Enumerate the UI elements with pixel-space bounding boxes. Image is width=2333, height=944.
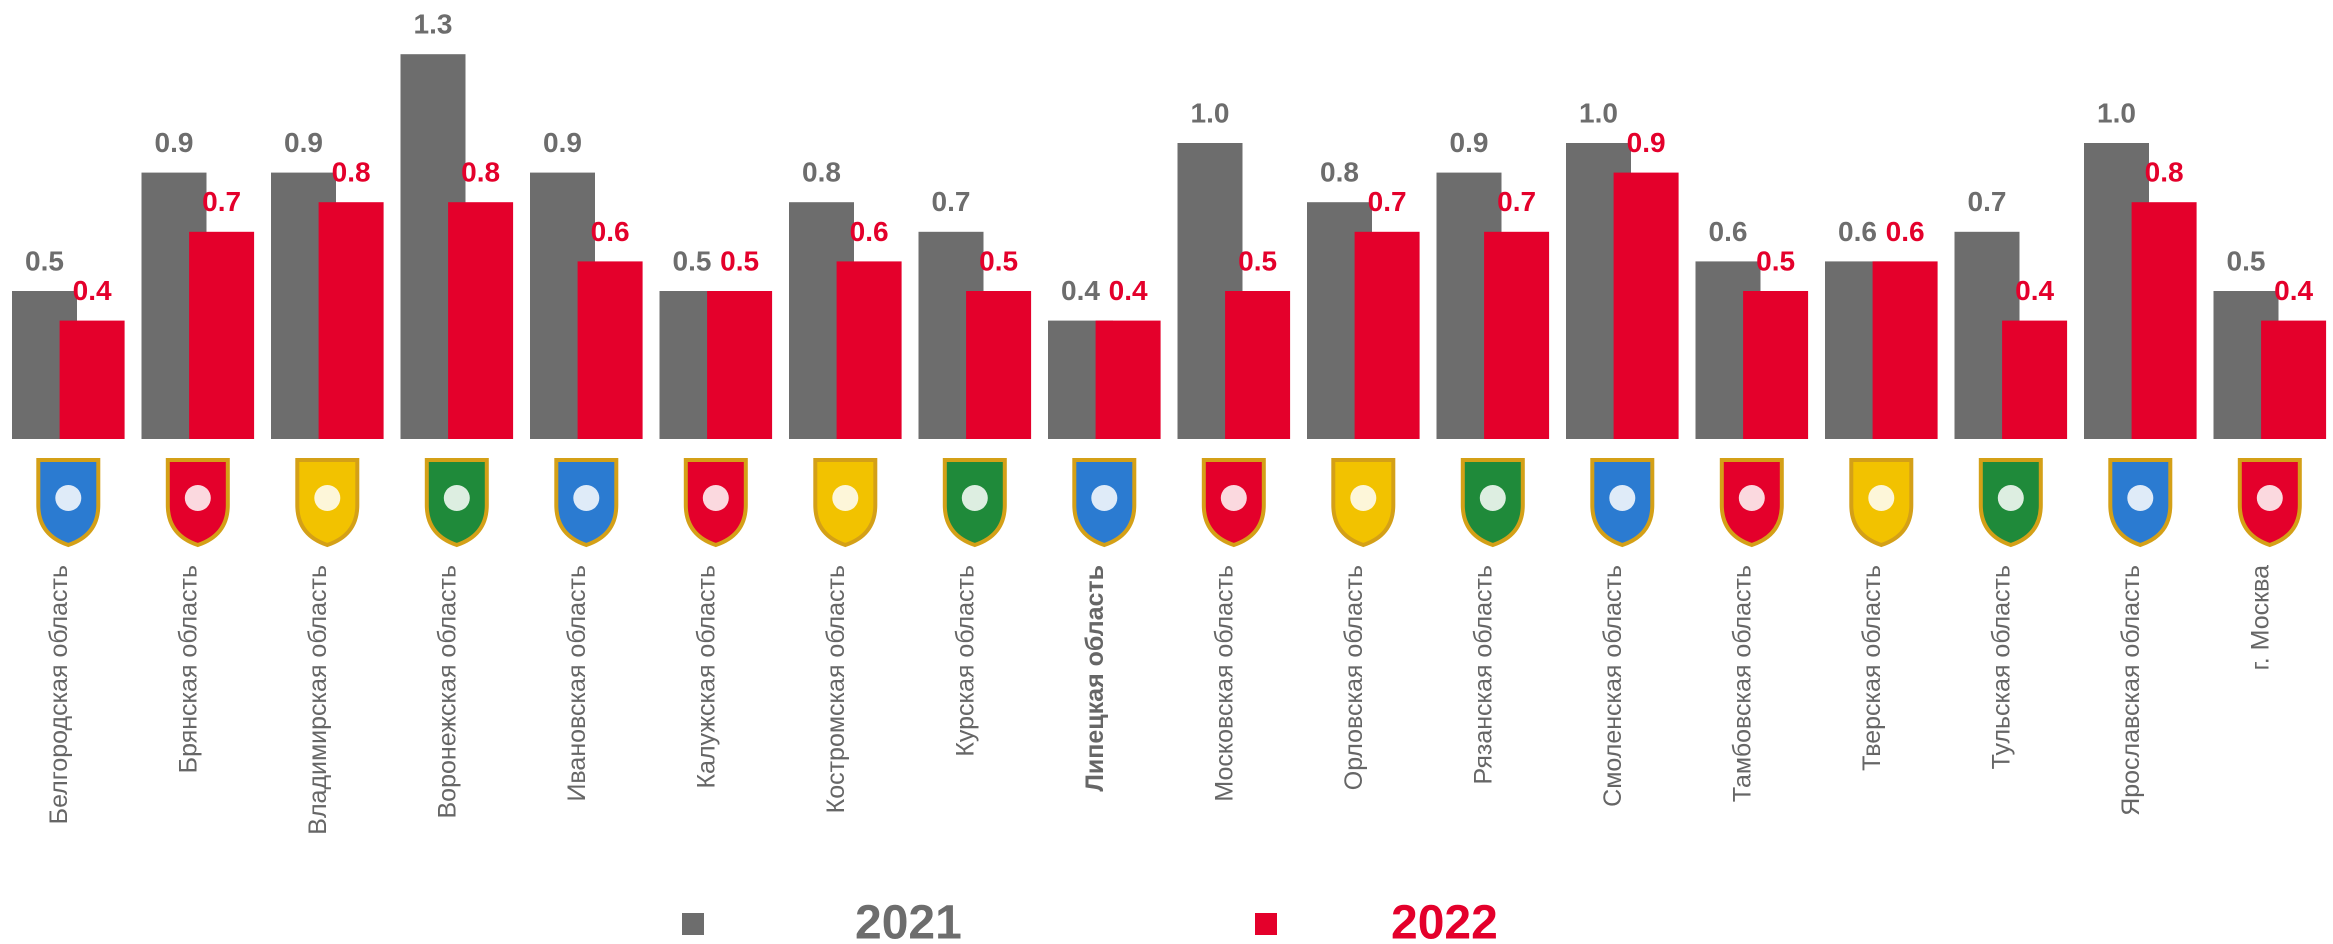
coat-of-arms-emblem (961, 485, 988, 511)
value-label: 0.4 (2274, 275, 2313, 306)
coat-of-arms-emblem (573, 485, 600, 511)
value-label: 0.8 (1320, 157, 1359, 188)
bar (1095, 320, 1161, 439)
value-label: 0.8 (2145, 157, 2184, 188)
category-label: Ивановская область (563, 565, 591, 802)
category-label: Ярославская область (2117, 565, 2145, 816)
category-label: Белгородская область (45, 565, 73, 824)
value-label: 0.5 (720, 245, 759, 276)
value-label: 1.0 (1191, 97, 1230, 128)
category-label: Тамбовская область (1728, 565, 1756, 802)
bar (1354, 231, 1420, 439)
bar (448, 202, 514, 439)
coat-of-arms-emblem (2256, 485, 2283, 511)
legend-label: 2022 (1391, 897, 1498, 944)
coat-of-arms-emblem (832, 485, 859, 511)
value-label: 0.4 (1061, 275, 1100, 306)
category-label: Липецкая область (1081, 565, 1109, 792)
bar (1613, 172, 1679, 439)
category-label: Брянская область (174, 565, 202, 773)
bar (2002, 320, 2068, 439)
coat-of-arms-emblem (184, 485, 211, 511)
value-label: 1.0 (2097, 97, 2136, 128)
coat-of-arms-emblem (314, 485, 341, 511)
value-label: 0.4 (73, 275, 112, 306)
value-label: 0.9 (1450, 127, 1489, 158)
value-label: 0.7 (932, 186, 971, 217)
category-label: Воронежская область (433, 565, 461, 818)
category-label: Костромская область (822, 565, 850, 813)
value-label: 0.6 (1886, 216, 1925, 247)
value-label: 0.4 (1109, 275, 1148, 306)
coat-of-arms-emblem (1868, 485, 1895, 511)
bar (707, 291, 773, 439)
category-label: Владимирская область (304, 565, 332, 835)
value-label: 0.7 (202, 186, 241, 217)
coat-of-arms-emblem (55, 485, 82, 511)
value-label: 0.9 (284, 127, 323, 158)
category-label: Тверская область (1858, 565, 1886, 771)
value-label: 0.9 (155, 127, 194, 158)
bar (1743, 291, 1809, 439)
value-label: 0.7 (1368, 186, 1407, 217)
value-label: 0.6 (850, 216, 889, 247)
value-label: 0.9 (1627, 127, 1666, 158)
coat-of-arms-emblem (1997, 485, 2024, 511)
value-label: 0.8 (461, 157, 500, 188)
value-label: 0.5 (673, 245, 712, 276)
value-label: 0.5 (979, 245, 1018, 276)
coat-of-arms-emblem (1609, 485, 1636, 511)
bar (1484, 231, 1550, 439)
bar (1872, 261, 1938, 439)
coat-of-arms-emblem (1220, 485, 1247, 511)
bar (966, 291, 1032, 439)
value-label: 0.6 (591, 216, 630, 247)
value-label: 0.7 (1968, 186, 2007, 217)
bar (577, 261, 643, 439)
bar (2261, 320, 2327, 439)
coat-of-arms-emblem (1091, 485, 1118, 511)
category-label: Смоленская область (1599, 565, 1627, 807)
coat-of-arms-emblem (702, 485, 729, 511)
value-label: 0.5 (1756, 245, 1795, 276)
bar (318, 202, 384, 439)
category-label: Курская область (951, 565, 979, 757)
category-label: Тульская область (1987, 565, 2015, 769)
category-label: Орловская область (1340, 565, 1368, 790)
value-label: 0.5 (25, 245, 64, 276)
coat-of-arms-emblem (1738, 485, 1765, 511)
value-label: 0.9 (543, 127, 582, 158)
bar (189, 231, 255, 439)
legend-swatch (1255, 913, 1277, 935)
bar (1225, 291, 1291, 439)
coat-of-arms-emblem (1350, 485, 1377, 511)
legend-label: 2021 (855, 897, 962, 944)
coat-of-arms-emblem (443, 485, 470, 511)
value-label: 0.5 (1238, 245, 1277, 276)
bar (836, 261, 902, 439)
value-label: 0.6 (1709, 216, 1748, 247)
value-label: 1.3 (414, 9, 453, 40)
coat-of-arms-emblem (1479, 485, 1506, 511)
category-label: г. Москва (2246, 565, 2274, 670)
category-label: Калужская область (692, 565, 720, 789)
value-label: 0.6 (1838, 216, 1877, 247)
value-label: 0.4 (2015, 275, 2054, 306)
value-label: 0.7 (1497, 186, 1536, 217)
coat-of-arms-emblem (2127, 485, 2154, 511)
value-label: 0.8 (332, 157, 371, 188)
legend-swatch (682, 913, 704, 935)
category-label: Рязанская область (1469, 565, 1497, 785)
bar (2131, 202, 2197, 439)
value-label: 1.0 (1579, 97, 1618, 128)
category-label: Московская область (1210, 565, 1238, 802)
bar (59, 320, 125, 439)
value-label: 0.5 (2227, 245, 2266, 276)
value-label: 0.8 (802, 157, 841, 188)
